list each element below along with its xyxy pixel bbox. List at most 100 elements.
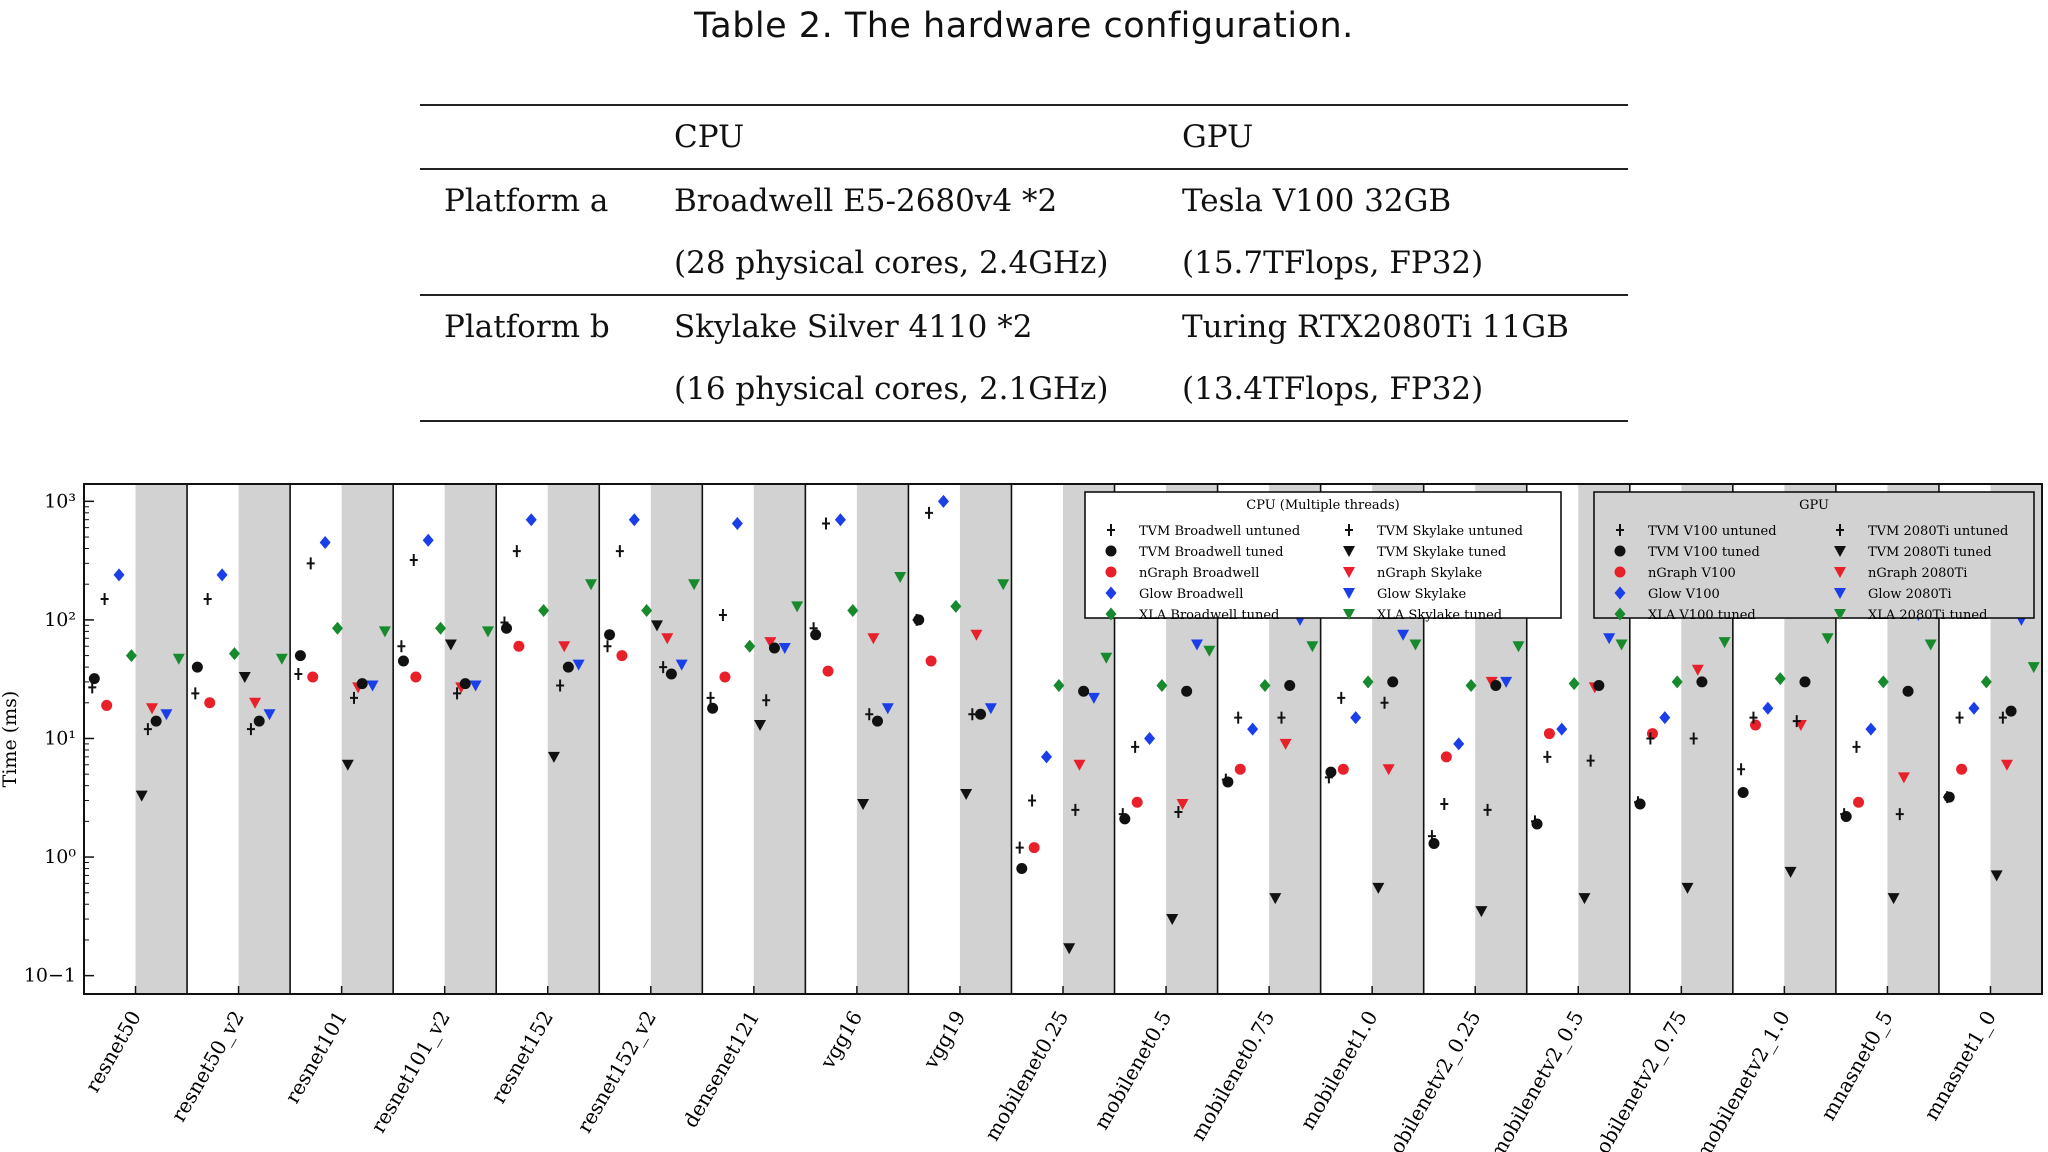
data-point	[453, 687, 462, 700]
data-point	[865, 708, 874, 721]
data-point	[1100, 652, 1113, 664]
table-cell: (28 physical cores, 2.4GHz)	[674, 245, 1109, 281]
data-point	[1593, 679, 1605, 691]
data-point	[538, 604, 550, 618]
data-point	[562, 661, 574, 673]
data-point	[349, 691, 358, 704]
legend-cpu: CPU (Multiple threads) TVM Broadwell untu…	[1084, 491, 1562, 623]
legend-marker	[1105, 545, 1117, 557]
data-point	[984, 703, 997, 715]
data-point	[1131, 796, 1143, 808]
legend-label: Glow Broadwell	[1139, 587, 1243, 602]
data-point	[718, 608, 727, 621]
data-point	[821, 517, 830, 530]
data-point	[191, 661, 203, 673]
data-point	[1337, 763, 1349, 775]
data-point	[113, 568, 125, 582]
data-point	[1671, 675, 1683, 689]
data-point	[1897, 772, 1910, 784]
data-point	[641, 604, 653, 618]
table-row: (16 physical cores, 2.1GHz) (13.4TFlops,…	[420, 358, 1628, 421]
data-point	[1166, 914, 1179, 926]
data-point	[249, 697, 262, 709]
data-point	[1980, 675, 1992, 689]
legend-label: Glow V100	[1648, 587, 1720, 602]
column-shade	[753, 484, 806, 994]
data-point	[975, 708, 987, 720]
legend-label: XLA Skylake tuned	[1377, 608, 1502, 623]
data-point	[628, 513, 640, 527]
data-point	[744, 639, 756, 653]
data-point	[675, 659, 688, 671]
data-point	[810, 629, 822, 641]
data-point	[894, 572, 907, 584]
data-point	[1784, 866, 1797, 878]
data-point	[1902, 685, 1914, 697]
data-point	[1774, 672, 1786, 686]
data-point	[731, 517, 743, 531]
legend-marker	[1105, 566, 1117, 578]
data-point	[1737, 787, 1749, 799]
table-cell: (13.4TFlops, FP32)	[1182, 371, 1484, 407]
data-point	[1337, 691, 1346, 704]
data-point	[459, 678, 471, 690]
data-point	[1799, 676, 1811, 688]
data-point	[1887, 893, 1900, 905]
column-shade	[959, 484, 1012, 994]
data-point	[1028, 842, 1040, 854]
x-tick-label: mnasnet0_5	[1816, 1007, 1898, 1125]
data-point	[341, 759, 354, 771]
data-point	[1586, 754, 1595, 767]
column-shade	[856, 484, 909, 994]
data-point	[1015, 841, 1024, 854]
data-point	[1176, 799, 1189, 811]
legend-marker	[1834, 609, 1846, 620]
legend-marker	[1834, 588, 1846, 599]
legend-marker	[1834, 546, 1846, 557]
data-point	[1500, 676, 1513, 688]
data-point	[1174, 805, 1183, 818]
legend-label: Glow Skylake	[1377, 587, 1467, 602]
data-point	[100, 593, 109, 606]
data-point	[444, 639, 457, 651]
table-row: (28 physical cores, 2.4GHz) (15.7TFlops,…	[420, 232, 1628, 295]
data-point	[764, 637, 777, 649]
data-point	[1073, 759, 1086, 771]
data-point	[1087, 692, 1100, 704]
table-header-cell	[420, 105, 674, 169]
x-tick-label: vgg16	[815, 1007, 867, 1074]
table-cell	[420, 358, 674, 421]
data-point	[997, 579, 1010, 591]
data-point	[1840, 810, 1852, 822]
data-point	[1794, 719, 1807, 731]
legend-label: nGraph 2080Ti	[1868, 566, 1967, 581]
table-cell: Skylake Silver 4110 *2	[674, 309, 1033, 345]
y-axis-label: Time (ms)	[0, 691, 21, 788]
data-point	[275, 653, 288, 665]
table-cell	[420, 232, 674, 295]
legend-label: nGraph Skylake	[1377, 566, 1482, 581]
data-point	[1968, 701, 1980, 715]
legend-label: Glow 2080Ti	[1868, 587, 1952, 602]
data-point	[513, 640, 525, 652]
data-point	[547, 751, 560, 763]
data-point	[1028, 794, 1037, 807]
data-point	[1063, 943, 1076, 955]
data-point	[707, 702, 719, 714]
data-point	[1956, 763, 1968, 775]
hardware-table: CPU GPU Platform a Broadwell E5-2680v4 *…	[420, 104, 1628, 422]
data-point	[1440, 751, 1452, 763]
data-point	[1277, 711, 1286, 724]
data-point	[1696, 676, 1708, 688]
data-point	[1490, 679, 1502, 691]
data-point	[556, 679, 565, 692]
data-point	[558, 641, 571, 653]
data-point	[228, 647, 240, 661]
column-shade	[135, 484, 188, 994]
data-point	[1071, 803, 1080, 816]
x-tick-label: mobilenet1.0	[1295, 1007, 1382, 1134]
data-points	[88, 494, 2040, 955]
data-point	[1877, 675, 1889, 689]
data-point	[253, 715, 265, 727]
